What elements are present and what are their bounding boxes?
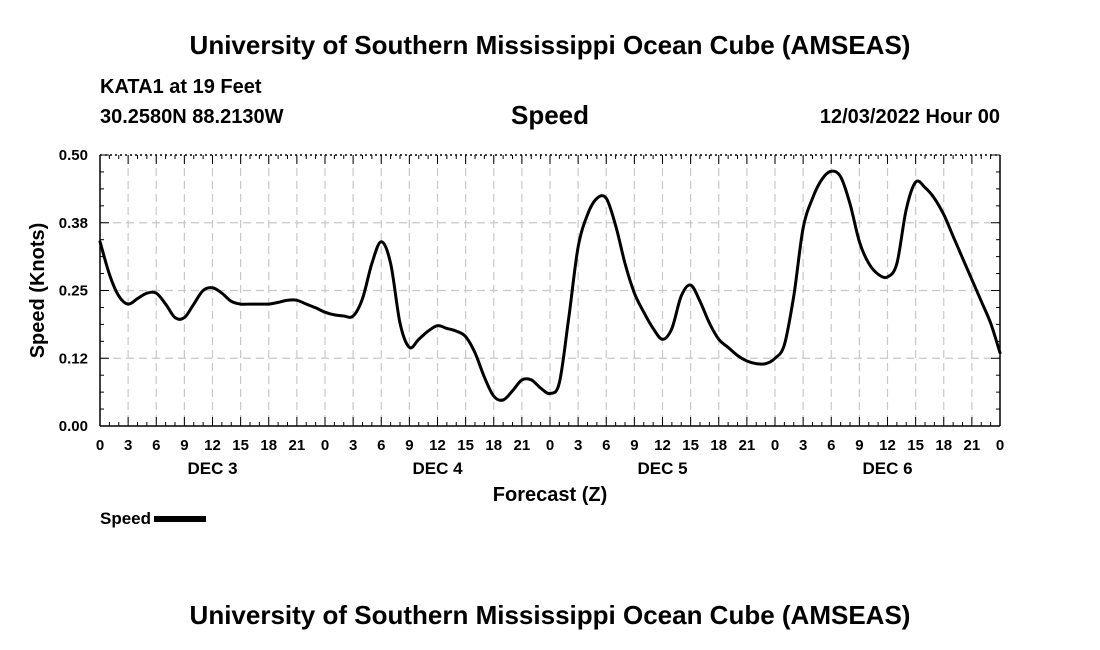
x-tick-label: 12 — [654, 437, 671, 454]
y-tick-label: 0.38 — [59, 215, 88, 232]
x-tick-label: 18 — [935, 437, 952, 454]
y-tick-label: 0.25 — [59, 283, 88, 300]
legend: Speed — [100, 509, 207, 529]
x-tick-label: 12 — [429, 437, 446, 454]
x-tick-label: 3 — [574, 437, 582, 454]
x-tick-label: 12 — [204, 437, 221, 454]
x-tick-label: 21 — [739, 437, 756, 454]
x-tick-label: 9 — [630, 437, 638, 454]
x-tick-label: 0 — [96, 437, 104, 454]
bottom-title: University of Southern Mississippi Ocean… — [189, 600, 911, 630]
x-tick-label: 6 — [377, 437, 385, 454]
x-tick-label: 9 — [405, 437, 413, 454]
x-tick-label: 6 — [152, 437, 160, 454]
x-tick-label: 9 — [180, 437, 188, 454]
x-tick-label: 15 — [232, 437, 249, 454]
x-tick-label: 21 — [289, 437, 306, 454]
legend-label: Speed — [100, 509, 152, 528]
x-tick-label: 3 — [799, 437, 807, 454]
station-name: KATA1 at 19 Feet — [100, 76, 262, 98]
x-tick-label: 3 — [349, 437, 357, 454]
day-label: DEC 5 — [637, 459, 687, 478]
x-tick-label: 21 — [514, 437, 531, 454]
x-tick-label: 18 — [260, 437, 277, 454]
x-tick-label: 3 — [124, 437, 132, 454]
x-tick-label: 0 — [996, 437, 1004, 454]
x-tick-label: 15 — [907, 437, 924, 454]
x-tick-label: 0 — [321, 437, 329, 454]
x-tick-label: 6 — [827, 437, 835, 454]
variable-title: Speed — [510, 100, 590, 130]
x-axis-label: Forecast (Z) — [493, 484, 607, 506]
day-label: DEC 4 — [412, 459, 463, 478]
forecast-datetime: 12/03/2022 Hour 00 — [819, 106, 1000, 128]
x-tick-label: 18 — [485, 437, 502, 454]
x-tick-label: 21 — [964, 437, 981, 454]
legend-line-swatch — [154, 516, 207, 522]
x-tick-label: 0 — [546, 437, 554, 454]
x-tick-label: 0 — [771, 437, 779, 454]
speed-series-line — [98, 169, 1002, 402]
day-label: DEC 6 — [862, 459, 912, 478]
day-label: DEC 3 — [187, 459, 237, 478]
y-tick-label: 0.12 — [59, 350, 88, 367]
x-tick-label: 18 — [710, 437, 727, 454]
x-tick-label: 15 — [457, 437, 474, 454]
top-title: University of Southern Mississippi Ocean… — [189, 30, 911, 60]
station-coordinates: 30.2580N 88.2130W — [100, 106, 284, 128]
x-tick-label: 12 — [879, 437, 896, 454]
x-tick-label: 9 — [855, 437, 863, 454]
x-tick-label: 6 — [602, 437, 610, 454]
x-tick-label: 15 — [682, 437, 699, 454]
y-axis-label: Speed (Knots) — [27, 223, 49, 359]
y-tick-label: 0.50 — [59, 147, 88, 164]
y-tick-label: 0.00 — [59, 418, 88, 435]
